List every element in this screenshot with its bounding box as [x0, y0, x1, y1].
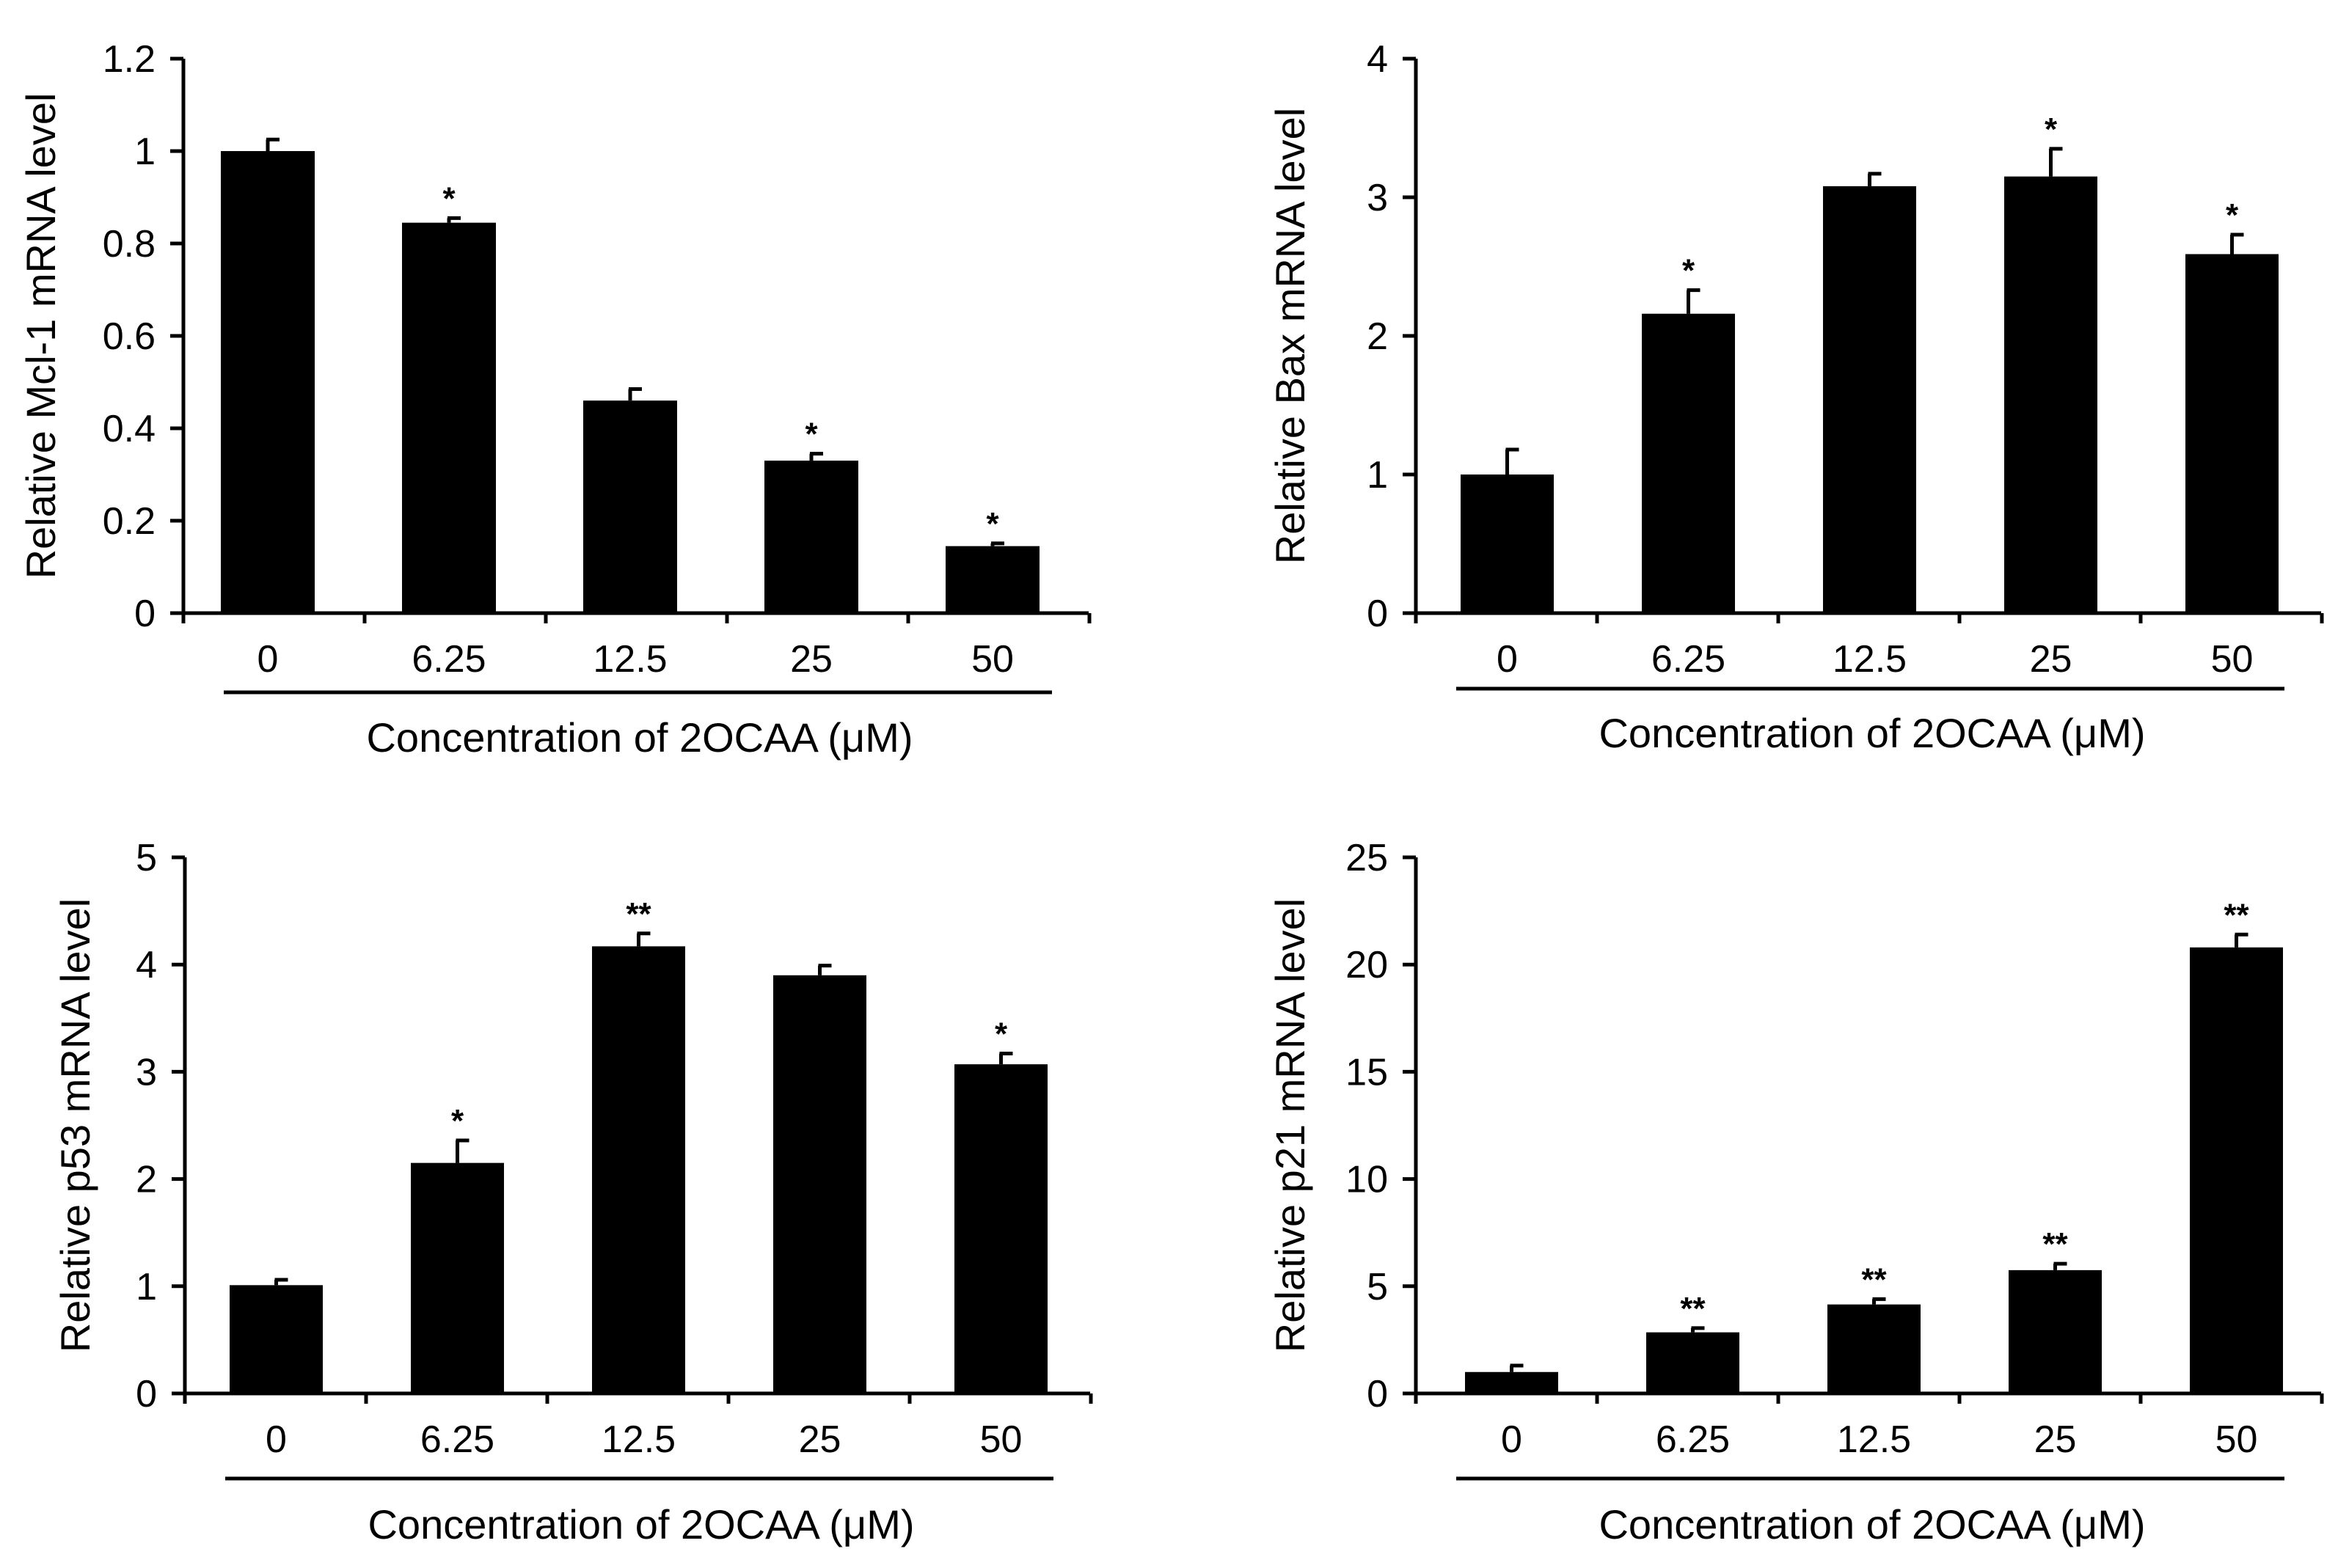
chart-panel-1: 0 0.2 0.4 0.6 0.8 1 1.2 0 * 6.25 12.5 * 25 * 50 Concent… — [18, 38, 1092, 761]
bar-0 — [1461, 475, 1554, 613]
y-tick-label: 5 — [1367, 1266, 1388, 1308]
bar-25 — [2004, 176, 2097, 613]
y-tick-label: 4 — [136, 944, 157, 986]
y-tick-label: 4 — [1367, 38, 1388, 81]
y-tick-label: 0 — [1367, 593, 1388, 635]
bar-25 — [764, 461, 858, 613]
x-axis-title: Concentration of 2OCAA (μM) — [1599, 710, 2145, 756]
bar-6.25 — [411, 1162, 504, 1393]
x-category-label: 0 — [1501, 1418, 1522, 1461]
significance-mark: ** — [1861, 1261, 1887, 1297]
y-tick-label: 0 — [134, 593, 156, 635]
x-category-label: 25 — [790, 638, 833, 681]
chart-panel-2: 0 1 2 3 4 0 * 6.25 12.5 * 25 * 50 Concentration of 2O… — [1267, 38, 2324, 756]
y-tick-label: 0.2 — [103, 500, 156, 543]
bar-12.5 — [1823, 186, 1916, 613]
bar-50 — [2190, 947, 2283, 1393]
y-tick-label: 20 — [1345, 944, 1388, 986]
bar-12.5 — [583, 400, 677, 613]
y-tick-label: 1.2 — [103, 38, 156, 81]
significance-mark: * — [1682, 253, 1695, 289]
x-category-label: 25 — [799, 1418, 841, 1461]
y-tick-label: 1 — [136, 1266, 157, 1308]
x-category-label: 12.5 — [1837, 1418, 1911, 1461]
x-category-label: 25 — [2034, 1418, 2077, 1461]
significance-mark: ** — [2224, 897, 2249, 933]
x-category-label: 50 — [2215, 1418, 2258, 1461]
bar-12.5 — [592, 946, 685, 1393]
bar-0 — [221, 151, 315, 613]
bar-25 — [773, 975, 866, 1393]
x-category-label: 0 — [1497, 638, 1518, 681]
significance-mark: ** — [2042, 1226, 2068, 1262]
bar-50 — [954, 1064, 1048, 1393]
y-axis-title: Relative Mcl-1 mRNA level — [18, 93, 64, 579]
significance-mark: * — [995, 1016, 1008, 1052]
bar-6.25 — [1642, 313, 1735, 613]
bar-12.5 — [1827, 1304, 1921, 1393]
x-category-label: 6.25 — [1651, 638, 1725, 681]
bar-25 — [2009, 1270, 2102, 1393]
significance-mark: * — [442, 180, 456, 216]
x-category-label: 0 — [257, 638, 279, 681]
x-axis-title: Concentration of 2OCAA (μM) — [1599, 1501, 2145, 1547]
y-tick-label: 0.4 — [103, 408, 156, 450]
y-tick-label: 3 — [136, 1051, 157, 1093]
bar-0 — [230, 1285, 323, 1393]
x-category-label: 6.25 — [412, 638, 486, 681]
significance-mark: * — [2226, 197, 2239, 233]
y-tick-label: 15 — [1345, 1051, 1388, 1093]
x-category-label: 12.5 — [1833, 638, 1907, 681]
chart-panel-4: 0 5 10 15 20 25 0 ** 6.25 ** 12.5 ** 25 ** 50 Concentra… — [1267, 837, 2324, 1547]
y-tick-label: 1 — [1367, 454, 1388, 497]
bar-6.25 — [1646, 1332, 1739, 1393]
x-axis-title: Concentration of 2OCAA (μM) — [366, 714, 913, 761]
x-category-label: 6.25 — [1656, 1418, 1730, 1461]
significance-mark: * — [986, 506, 999, 542]
y-tick-label: 10 — [1345, 1159, 1388, 1201]
significance-mark: * — [451, 1103, 464, 1139]
x-category-label: 50 — [971, 638, 1014, 681]
y-tick-label: 3 — [1367, 177, 1388, 219]
y-axis-title: Relative p21 mRNA level — [1267, 898, 1313, 1352]
bar-0 — [1465, 1371, 1558, 1393]
significance-mark: * — [2045, 111, 2058, 147]
x-category-label: 0 — [266, 1418, 287, 1461]
y-tick-label: 25 — [1345, 837, 1388, 879]
bar-50 — [2185, 254, 2279, 613]
significance-mark: * — [805, 417, 818, 453]
x-category-label: 25 — [2030, 638, 2072, 681]
x-category-label: 12.5 — [593, 638, 667, 681]
y-tick-label: 2 — [1367, 315, 1388, 358]
x-category-label: 6.25 — [420, 1418, 494, 1461]
y-tick-label: 0 — [1367, 1373, 1388, 1415]
bar-6.25 — [402, 222, 496, 613]
y-tick-label: 5 — [136, 837, 157, 879]
significance-mark: ** — [626, 896, 651, 932]
x-category-label: 12.5 — [602, 1418, 676, 1461]
y-axis-title: Relative p53 mRNA level — [52, 898, 98, 1352]
y-tick-label: 0.8 — [103, 223, 156, 265]
x-axis-title: Concentration of 2OCAA (μM) — [368, 1501, 914, 1547]
bar-50 — [946, 546, 1040, 613]
y-tick-label: 0.6 — [103, 315, 156, 358]
y-tick-label: 2 — [136, 1159, 157, 1201]
x-category-label: 50 — [980, 1418, 1023, 1461]
significance-mark: ** — [1680, 1291, 1706, 1327]
y-tick-label: 1 — [134, 131, 156, 173]
y-tick-label: 0 — [136, 1373, 157, 1415]
x-category-label: 50 — [2211, 638, 2254, 681]
y-axis-title: Relative Bax mRNA level — [1267, 108, 1313, 564]
